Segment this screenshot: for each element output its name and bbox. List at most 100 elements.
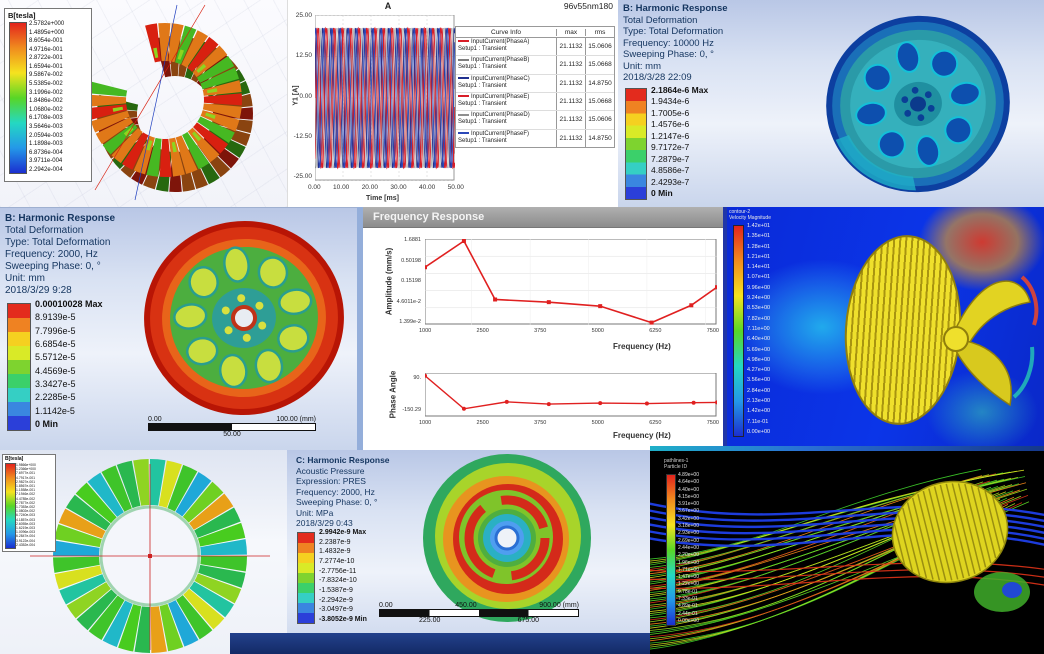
window-frequency-response: Frequency Response Amplitude (mm/s) 1.68… [357, 207, 727, 450]
curve-max: 21.1132 [556, 38, 585, 56]
x-tick: 40.00 [419, 184, 436, 191]
colorbar-label: 1.8567e-001 [16, 484, 36, 489]
curve-max: 21.1132 [556, 111, 585, 129]
colorbar-label: 2.9827e-001 [16, 479, 36, 484]
ruler-max: 100.00 (mm) [276, 416, 316, 423]
x-axis-ticks: 0.00 10.00 20.00 30.00 40.00 50.00 [308, 184, 464, 191]
result-info-line: Sweeping Phase: 0, ° [5, 261, 101, 272]
result-info-line: B: Harmonic Response [5, 213, 116, 224]
legend-row: InputCurrent(PhaseA) Setup1 : Transient … [456, 38, 614, 57]
panel-flux-ring: B[tesla] 1.9866e+000 1.2366e+000 7.6977e-0… [0, 450, 287, 654]
colorbar-label: 2.4293e-7 [651, 176, 690, 187]
colorbar-label: -3.8052e-9 Min [319, 615, 367, 623]
curve-rms: 15.0606 [585, 111, 614, 129]
result-info-line: Sweeping Phase: 0, ° [296, 497, 378, 507]
window-titlebar[interactable]: Frequency Response [363, 207, 723, 228]
colorbar-label: 4.89e-01 [678, 603, 698, 610]
colorbar-label: 3.91e+00 [678, 501, 699, 508]
colorbar-labels: 2.5782e+000 1.4895e+000 8.6054e-001 4.9716e… [29, 21, 64, 173]
ruler-label: 225.00 [419, 617, 441, 624]
result-info-line: C: Harmonic Response [296, 455, 390, 465]
legend-entry: InputCurrent(PhaseA) Setup1 : Transient [456, 38, 556, 55]
curve-rms: 15.0668 [585, 92, 614, 111]
colorbar-label: 4.4569e-5 [35, 365, 76, 376]
colorbar-label: -3.0497e-9 [319, 606, 353, 614]
phase-y-ticks: 90. -150.29 [389, 375, 421, 413]
curve-setup: Setup1 : Transient [458, 100, 507, 107]
colorbar-label: 0.00010028 Max [35, 299, 103, 309]
y-tick: -150.29 [402, 407, 421, 413]
phase-x-axis-label: Frequency (Hz) [613, 431, 671, 440]
colorbar-label: 2.1864e-6 Max [651, 85, 709, 95]
colorbar-gradient [625, 88, 647, 200]
colorbar-labels: 0.00010028 Max 8.9139e-5 7.7996e-5 6.6854e-… [35, 299, 103, 429]
colorbar-label: 1.7005e-6 [651, 107, 690, 118]
colorbar-label: 2.4352e-004 [16, 542, 36, 547]
colorbar-label: 1.7353e-002 [16, 505, 36, 510]
colorbar-label: 1.6594e-001 [29, 63, 63, 70]
colorbar-label: 4.4785e-002 [16, 496, 36, 501]
colorbar-label: 2.20e+00 [678, 552, 699, 559]
amp-y-ticks: 1.6881 0.50198 0.15198 4.6011e-2 1.399e-2 [385, 237, 421, 325]
y-tick: -25.00 [293, 173, 312, 180]
colorbar-b-tesla-small: B[tesla] 1.9866e+000 1.2366e+000 7.6977e-0… [2, 454, 56, 552]
colorbar-label: 0 Min [35, 418, 59, 429]
colorbar-b-tesla: B[tesla] 2.5782e+000 1.4895e+000 8.6054e-0… [4, 8, 92, 182]
plot-subtitle: 96v55nm180 [563, 1, 613, 11]
result-info-line: Type: Total Deformation [623, 26, 724, 37]
curve-setup: Setup1 : Transient [458, 64, 507, 71]
result-info-line: Unit: mm [623, 60, 661, 72]
colorbar-label: 1.71e+00 [678, 566, 699, 573]
colorbar-label: 2.84e+00 [747, 387, 771, 394]
curve-swatch [458, 132, 469, 135]
colorbar-label: 8.9139e-5 [35, 312, 76, 323]
ruler-label: 450.00 [455, 602, 477, 609]
colorbar-label: 8.6054e-001 [29, 38, 63, 45]
colorbar-label: 6.8736e-004 [29, 149, 63, 156]
ruler-bar [148, 423, 316, 431]
stator-flux-render [30, 459, 270, 653]
colorbar-label: 1.96e+00 [678, 559, 699, 566]
colorbar-label: 2.6055e-003 [16, 521, 36, 526]
y-tick: 1.6881 [404, 237, 421, 243]
colorbar-gradient [733, 225, 744, 437]
colorbar-label: 2.44e-01 [678, 610, 698, 617]
legend-row: InputCurrent(PhaseB) Setup1 : Transient … [456, 56, 614, 75]
colorbar-label: 4.9716e-001 [29, 46, 63, 53]
colorbar-label: 2.0594e-003 [29, 132, 63, 139]
colorbar-label: 2.93e+00 [678, 530, 699, 537]
colorbar-label: 1.28e+01 [747, 243, 771, 250]
cfd-legend-title-line: contour-2 [729, 209, 751, 215]
result-info-line: Total Deformation [623, 14, 698, 26]
panel-acoustic-pressure: C: Harmonic Response Acoustic Pressure Exp… [287, 450, 650, 654]
colorbar-label: 4.1857e-003 [16, 517, 36, 522]
colorbar-label: -1.5387e-9 [319, 586, 353, 594]
colorbar-labels: 2.1864e-6 Max 1.9434e-6 1.7005e-6 1.4576e-6… [651, 85, 708, 198]
colorbar-label: 7.82e+00 [747, 315, 771, 322]
legend-header-rms: rms [585, 28, 614, 36]
curve-name: InputCurrent(PhaseA) [471, 39, 530, 45]
curve-max: 21.1132 [556, 92, 585, 111]
plot-title: A [384, 1, 392, 11]
scale-ruler: 0.00 100.00 (mm) 50.00 [148, 416, 316, 438]
result-info: B: Harmonic Response Total Deformation Typ… [623, 3, 728, 84]
colorbar-label: 4.64e+00 [678, 479, 699, 486]
panel-pathlines: pathlines-1 Particle ID 4.89e+00 4.64e+00 4… [650, 450, 1044, 654]
colorbar-label: 7.7996e-5 [35, 325, 76, 336]
curve-legend: Curve Info max rms InputCurrent(PhaseA) … [455, 26, 615, 148]
x-tick: 10.00 [333, 184, 350, 191]
motor-winding-render [88, 4, 253, 201]
colorbar-label: 2.9942e-9 Max [319, 529, 367, 536]
colorbar-gradient [666, 474, 676, 626]
result-info-line: 2018/3/29 0:43 [296, 518, 353, 528]
ruler-label: 0.00 [379, 602, 393, 609]
colorbar-label: 2.7877e-002 [16, 500, 36, 505]
x-tick: 0.00 [308, 184, 321, 191]
curve-name: InputCurrent(PhaseB) [471, 57, 530, 64]
colorbar-label: 3.18e+00 [678, 523, 699, 530]
colorbar-label: 4.8586e-7 [651, 165, 690, 176]
colorbar-label: 3.9711e-004 [29, 158, 63, 165]
curve-setup: Setup1 : Transient [458, 46, 507, 52]
streamlines-render [650, 468, 1044, 650]
disc-render [423, 454, 591, 622]
